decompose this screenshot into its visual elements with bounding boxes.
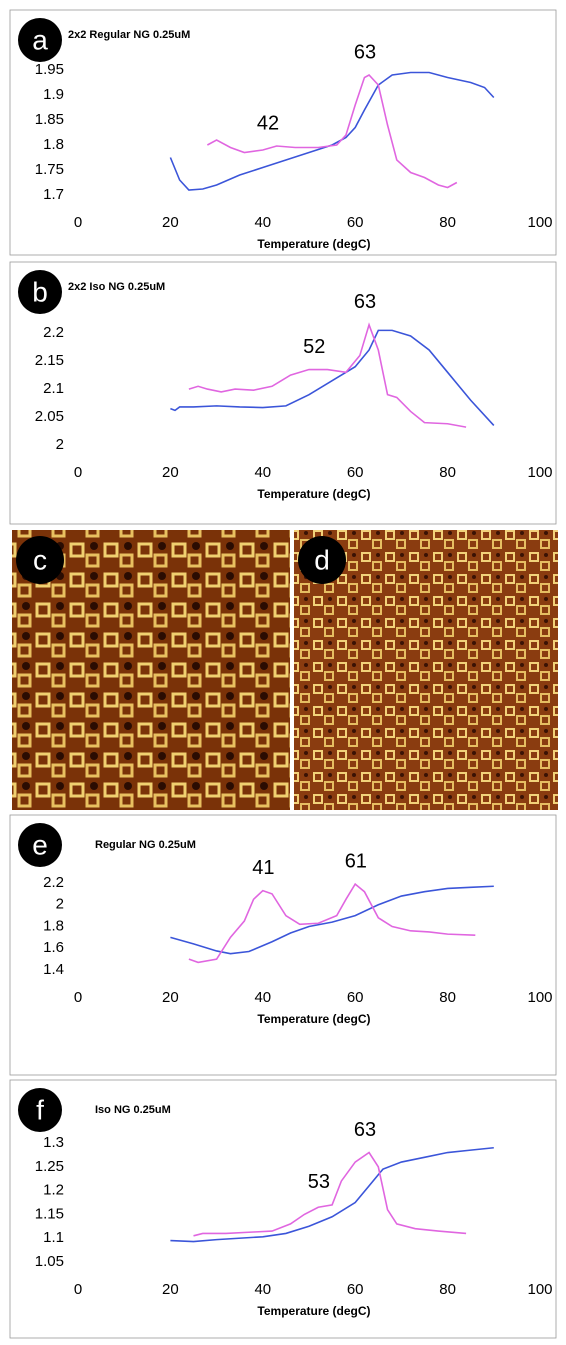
x-tick-label: 60: [347, 464, 364, 481]
chart-title: Iso NG 0.25uM: [95, 1104, 171, 1116]
y-tick-label: 1.6: [43, 939, 64, 956]
chart-title: Regular NG 0.25uM: [95, 839, 196, 851]
y-tick-label: 1.7: [43, 186, 64, 203]
y-tick-label: 1.8: [43, 917, 64, 934]
x-axis-label: Temperature (degC): [257, 237, 370, 251]
panel-frame: [9, 814, 557, 1076]
y-tick-label: 2.1: [43, 380, 64, 397]
x-tick-label: 80: [439, 464, 456, 481]
x-tick-label: 0: [74, 989, 82, 1006]
y-tick-label: 1.05: [35, 1253, 64, 1270]
peak-annotation: 63: [354, 41, 376, 63]
y-tick-label: 2: [56, 896, 64, 913]
panel-label: a: [32, 24, 48, 55]
x-axis-label: Temperature (degC): [257, 1304, 370, 1318]
chart-title: 2x2 Iso NG 0.25uM: [68, 281, 165, 293]
data-line: [188, 882, 476, 964]
data-line: [169, 71, 495, 191]
y-tick-label: 2: [56, 436, 64, 453]
data-line: [170, 329, 495, 426]
x-tick-label: 40: [254, 989, 271, 1006]
panel-label: b: [32, 276, 48, 307]
y-tick-label: 2.2: [43, 874, 64, 891]
peak-annotation: 61: [345, 850, 367, 872]
y-tick-label: 1.15: [35, 1205, 64, 1222]
peak-annotation: 41: [252, 857, 274, 879]
chart-panel: a 2x2 Regular NG 0.25uM 1.7 1.75 1.8 1.85 1.9 1…: [9, 9, 557, 256]
afm-image: [12, 530, 290, 810]
x-axis-label: Temperature (degC): [257, 487, 370, 501]
x-tick-label: 40: [254, 1281, 271, 1298]
x-tick-label: 100: [527, 464, 552, 481]
x-tick-label: 100: [527, 1281, 552, 1298]
panel-label: e: [32, 829, 48, 860]
x-axis-label: Temperature (degC): [257, 1012, 370, 1026]
y-tick-label: 2.15: [35, 352, 64, 369]
x-tick-label: 60: [347, 214, 364, 231]
chart-panel: e Regular NG 0.25uM 1.4 1.6 1.8 2 2.2 0 20 40 60 80…: [9, 814, 557, 1076]
y-tick-label: 1.3: [43, 1134, 64, 1151]
x-tick-label: 100: [527, 989, 552, 1006]
panel-label: c: [33, 544, 47, 575]
peak-annotation: 63: [354, 291, 376, 313]
x-tick-label: 80: [439, 989, 456, 1006]
y-tick-label: 1.4: [43, 961, 64, 978]
peak-annotation: 42: [257, 112, 279, 134]
x-tick-label: 80: [439, 1281, 456, 1298]
panel-label: f: [36, 1094, 44, 1125]
x-tick-label: 80: [439, 214, 456, 231]
y-tick-label: 1.25: [35, 1158, 64, 1175]
panel-badge: [18, 1088, 62, 1132]
y-tick-label: 1.95: [35, 61, 64, 78]
y-tick-label: 1.9: [43, 86, 64, 103]
x-tick-label: 20: [162, 1281, 179, 1298]
y-tick-label: 1.1: [43, 1229, 64, 1246]
y-tick-label: 1.85: [35, 111, 64, 128]
data-line: [170, 885, 494, 955]
data-line: [193, 1151, 467, 1237]
panel-frame: [9, 9, 557, 256]
x-tick-label: 20: [162, 989, 179, 1006]
x-tick-label: 0: [74, 214, 82, 231]
chart-title: 2x2 Regular NG 0.25uM: [68, 29, 190, 41]
x-tick-label: 40: [254, 214, 271, 231]
peak-annotation: 53: [308, 1171, 330, 1193]
data-line: [170, 1146, 494, 1243]
x-tick-label: 20: [162, 464, 179, 481]
panel-badge: [18, 18, 62, 62]
panel-label: d: [314, 544, 330, 575]
x-tick-label: 40: [254, 464, 271, 481]
y-tick-label: 2.05: [35, 408, 64, 425]
x-tick-label: 0: [74, 1281, 82, 1298]
chart-panel: f Iso NG 0.25uM 1.05 1.1 1.15 1.2 1.25 1.3 0 20 40…: [9, 1079, 557, 1339]
y-tick-label: 1.75: [35, 161, 64, 178]
panel-badge: [18, 823, 62, 867]
peak-annotation: 63: [354, 1119, 376, 1141]
x-tick-label: 20: [162, 214, 179, 231]
afm-images: c d: [12, 530, 558, 810]
panel-frame: [9, 261, 557, 525]
y-tick-label: 1.8: [43, 136, 64, 153]
x-tick-label: 60: [347, 1281, 364, 1298]
data-line: [188, 322, 467, 428]
panel-badge: [18, 270, 62, 314]
x-tick-label: 60: [347, 989, 364, 1006]
chart-panel: b 2x2 Iso NG 0.25uM 2 2.05 2.1 2.15 2.2 0 20 40 60…: [9, 261, 557, 525]
x-tick-label: 100: [527, 214, 552, 231]
panel-badge: [16, 536, 64, 584]
x-tick-label: 0: [74, 464, 82, 481]
panel-badge: [298, 536, 346, 584]
y-tick-label: 1.2: [43, 1182, 64, 1199]
y-tick-label: 2.2: [43, 324, 64, 341]
data-line: [206, 74, 458, 189]
panel-frame: [9, 1079, 557, 1339]
peak-annotation: 52: [303, 336, 325, 358]
